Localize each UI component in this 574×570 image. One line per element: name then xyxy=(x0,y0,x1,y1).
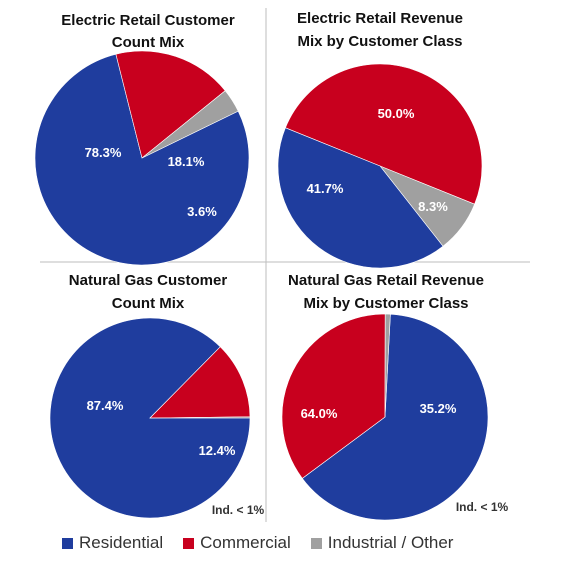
pie3-slice-commercial xyxy=(149,346,251,419)
legend: Residential Commercial Industrial / Othe… xyxy=(62,533,453,553)
pie2-slice-residential xyxy=(277,127,444,269)
pie4-note: Ind. < 1% xyxy=(456,500,509,514)
pie1-label-residential: 78.3% xyxy=(85,145,122,160)
legend-label-residential: Residential xyxy=(79,533,164,552)
pie3-note: Ind. < 1% xyxy=(212,503,265,517)
pie1-label-industrial: 3.6% xyxy=(187,204,217,219)
pie2-label-residential: 41.7% xyxy=(307,181,344,196)
legend-label-industrial: Industrial / Other xyxy=(327,533,454,552)
pie4-slice-residential xyxy=(301,313,489,521)
pie-charts: 78.3% 18.1% 3.6% Electric Retail Customer Co… xyxy=(34,10,509,521)
pie1-slice-industrial xyxy=(141,90,239,159)
pie4-label-commercial: 35.2% xyxy=(420,401,457,416)
pie2-title-line-1: Electric Retail Revenue xyxy=(297,10,463,27)
pie2-label-industrial: 8.3% xyxy=(418,199,448,214)
legend-label-commercial: Commercial xyxy=(200,533,291,552)
pie3-title-line-2: Count Mix xyxy=(112,295,185,312)
legend-item-residential: Residential xyxy=(62,533,163,553)
legend-item-industrial: Industrial / Other xyxy=(310,533,454,553)
legend-item-commercial: Commercial xyxy=(183,533,291,553)
pie3-label-residential: 87.4% xyxy=(87,398,124,413)
pie1-title-line-1: Electric Retail Customer xyxy=(61,12,235,29)
pie4-slice-commercial xyxy=(281,313,386,479)
legend-swatch-commercial xyxy=(183,537,195,549)
pie3-title-line-1: Natural Gas Customer xyxy=(69,272,228,289)
legend-swatch-industrial xyxy=(310,537,322,549)
pie1-label-commercial: 18.1% xyxy=(168,154,205,169)
legend-swatch-residential xyxy=(62,537,73,549)
pie3-label-commercial: 12.4% xyxy=(199,443,236,458)
pie1-title-line-2: Count Mix xyxy=(112,34,185,51)
pie4-label-residential: 64.0% xyxy=(301,406,338,421)
pie2-slice-commercial xyxy=(285,63,483,205)
pie4-title-line-1: Natural Gas Retail Revenue xyxy=(288,272,484,289)
pie2-label-commercial: 50.0% xyxy=(378,106,415,121)
pie1-slice-residential xyxy=(34,53,250,266)
pie2-title-line-2: Mix by Customer Class xyxy=(297,33,462,50)
pie3-slice-industrial xyxy=(149,416,251,419)
pie4-slice-industrial xyxy=(384,313,391,418)
pie1-slice-commercial xyxy=(115,50,226,159)
pie4-title-line-2: Mix by Customer Class xyxy=(303,295,468,312)
